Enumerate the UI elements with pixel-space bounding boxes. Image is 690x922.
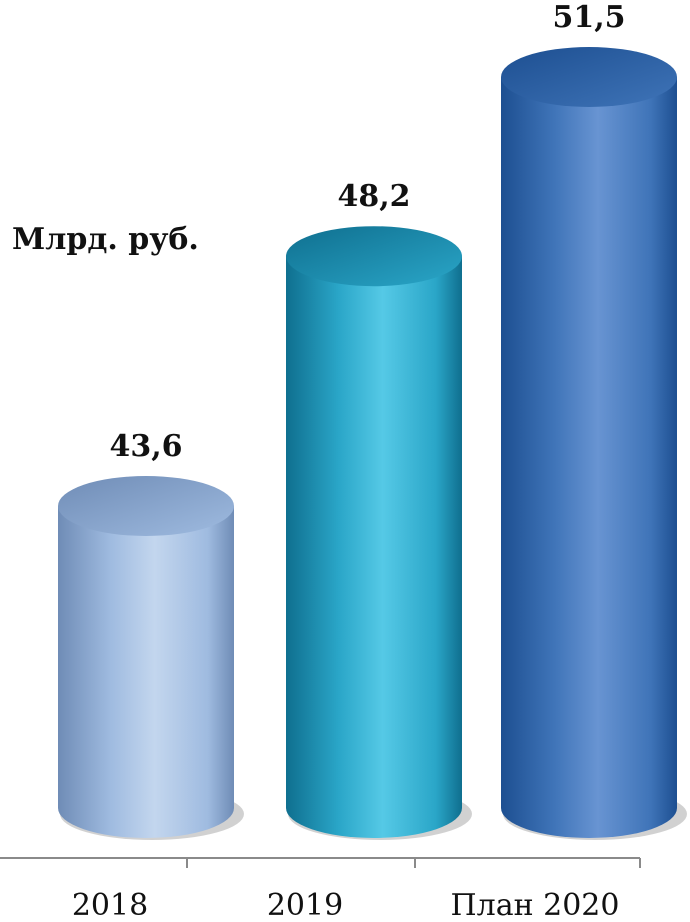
labels-group: 43,6 48,2 51,5 2018 2019 План 2020 [72, 0, 626, 922]
bars-group [58, 47, 687, 840]
x-tick-label: 2018 [72, 888, 148, 922]
bar-body [286, 256, 462, 839]
data-label: 48,2 [337, 179, 410, 214]
bar-body [58, 506, 234, 838]
bar-2019 [286, 226, 472, 840]
bar-top [58, 476, 234, 536]
data-label: 51,5 [552, 0, 625, 35]
bar-body [501, 77, 677, 838]
x-axis [0, 857, 641, 868]
data-label: 43,6 [109, 429, 182, 464]
unit-label: Млрд. руб. [12, 222, 199, 257]
x-tick-label: План 2020 [451, 888, 620, 922]
bar-план-2020 [501, 47, 687, 840]
bar-top [501, 47, 677, 107]
bar-top [286, 226, 462, 287]
bar-2018 [58, 476, 244, 840]
x-tick-label: 2019 [267, 888, 343, 922]
